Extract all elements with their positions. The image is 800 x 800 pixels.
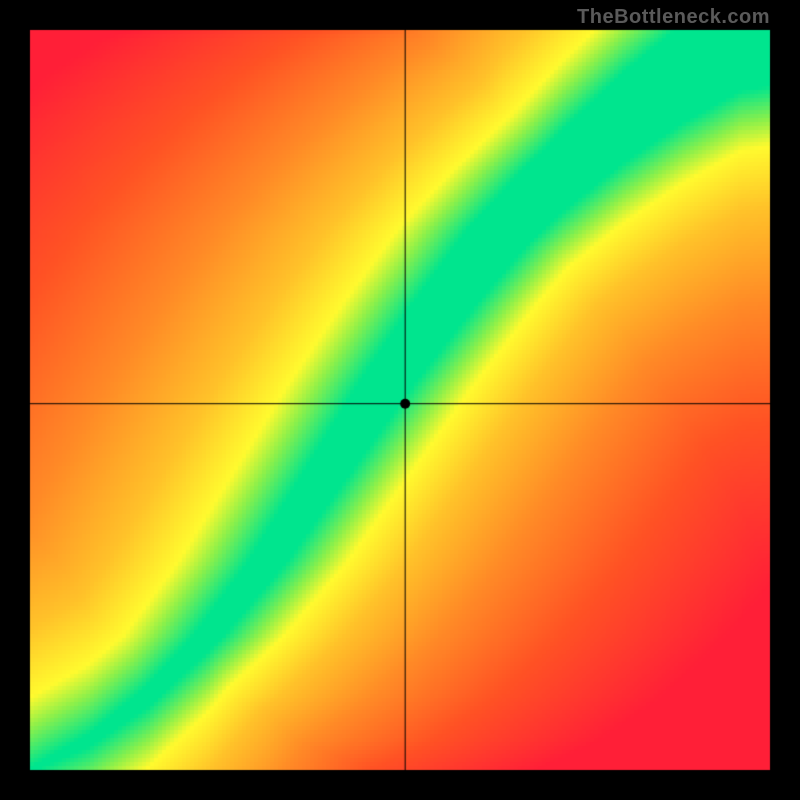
chart-container: TheBottleneck.com <box>0 0 800 800</box>
heatmap-canvas <box>0 0 800 800</box>
watermark-text: TheBottleneck.com <box>577 6 770 29</box>
